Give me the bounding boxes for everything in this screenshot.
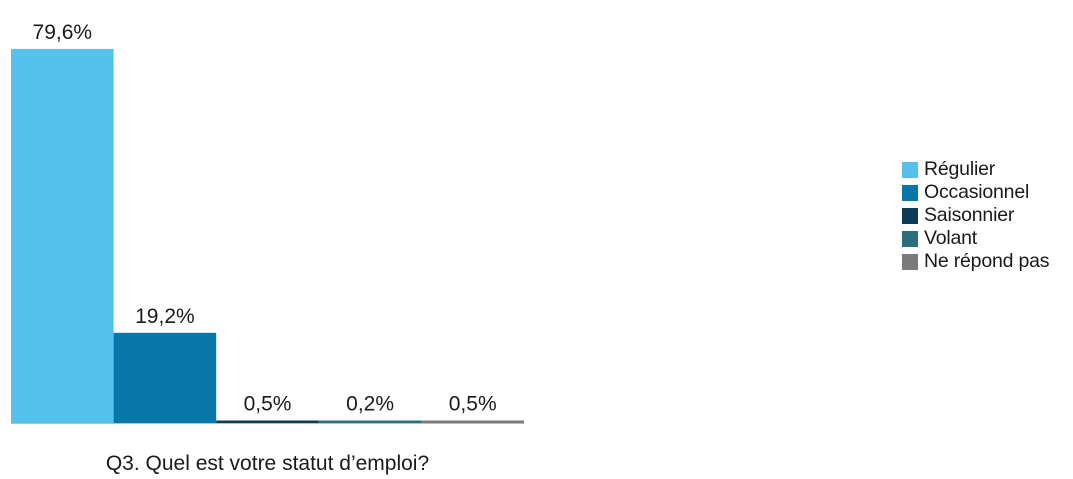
legend: Régulier Occasionnel Saisonnier Volant Ne ré…: [902, 158, 1050, 273]
legend-swatch: [902, 184, 918, 201]
data-label: 0,5%: [244, 393, 292, 416]
legend-swatch: [902, 207, 918, 224]
data-label: 79,6%: [33, 21, 93, 44]
bar-ne-r-pond-pas: [421, 420, 524, 423]
data-label: 0,5%: [449, 393, 497, 416]
legend-item: Volant: [902, 227, 1049, 250]
legend-label: Ne répond pas: [924, 250, 1050, 272]
x-axis-title: Q3. Quel est votre statut d’emploi?: [106, 452, 429, 475]
data-label: 0,2%: [346, 393, 394, 416]
bar-volant: [318, 420, 422, 423]
bar-occasionnel: [113, 332, 217, 423]
data-label: 19,2%: [135, 305, 195, 328]
legend-label: Volant: [924, 227, 978, 249]
legend-label: Saisonnier: [924, 204, 1015, 226]
bar-saisonnier: [216, 420, 319, 423]
legend-swatch: [902, 253, 918, 270]
bar-r-gulier: [11, 48, 114, 424]
legend-item: Occasionnel: [902, 181, 1049, 204]
legend-swatch: [902, 230, 918, 247]
legend-label: Occasionnel: [924, 181, 1030, 203]
legend-item: Régulier: [902, 158, 1049, 181]
bars-group: [11, 48, 524, 424]
data-labels-group: 79,6% 19,2% 0,5% 0,2% 0,5%: [33, 21, 497, 416]
legend-label: Régulier: [924, 158, 996, 180]
legend-swatch: [902, 161, 918, 178]
legend-item: Ne répond pas: [902, 250, 1050, 273]
legend-item: Saisonnier: [902, 204, 1049, 227]
